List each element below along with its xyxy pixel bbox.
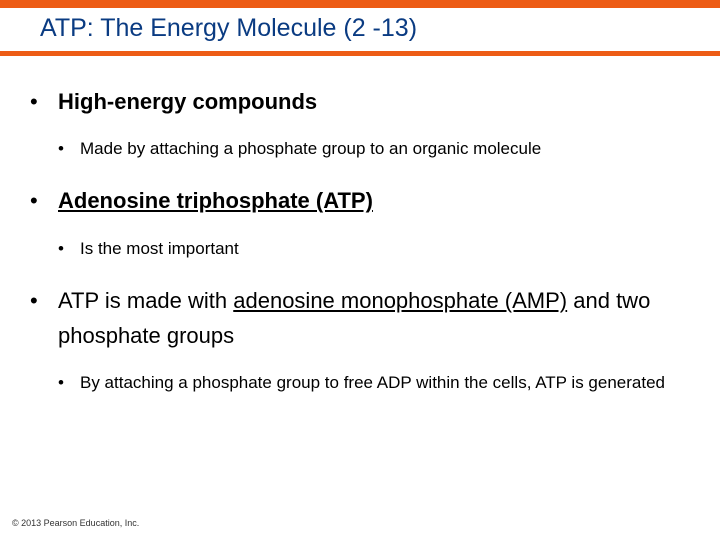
- bullet-item-l1: •High-energy compounds•Made by attaching…: [30, 84, 690, 165]
- bullet-marker-l2: •: [58, 233, 80, 265]
- bullet-item-l1: •ATP is made with adenosine monophosphat…: [30, 283, 690, 400]
- copyright-footer: © 2013 Pearson Education, Inc.: [12, 518, 139, 528]
- bullet-marker-l2: •: [58, 367, 80, 399]
- bullet-list-level2: •Made by attaching a phosphate group to …: [58, 133, 690, 165]
- bullet-text-l1: Adenosine triphosphate (ATP): [58, 183, 373, 218]
- bullet-marker-l1: •: [30, 84, 58, 119]
- bullet-item-l2: •Made by attaching a phosphate group to …: [58, 133, 690, 165]
- bullet-text-l1: ATP is made with adenosine monophosphate…: [58, 283, 690, 353]
- top-accent-bar: [0, 0, 720, 8]
- bullet-marker-l1: •: [30, 183, 58, 218]
- slide-content: •High-energy compounds•Made by attaching…: [0, 56, 720, 400]
- bullet-marker-l1: •: [30, 283, 58, 318]
- bullet-row-l1: •High-energy compounds: [30, 84, 690, 119]
- bullet-row-l2: •By attaching a phosphate group to free …: [58, 367, 690, 399]
- bullet-list-level2: •Is the most important: [58, 233, 690, 265]
- bullet-item-l2: •Is the most important: [58, 233, 690, 265]
- bullet-item-l2: •By attaching a phosphate group to free …: [58, 367, 690, 399]
- text-segment: ATP is made with: [58, 288, 233, 313]
- bullet-text-l2: By attaching a phosphate group to free A…: [80, 367, 665, 399]
- text-segment: adenosine monophosphate (AMP): [233, 288, 567, 313]
- bullet-row-l1: •Adenosine triphosphate (ATP): [30, 183, 690, 218]
- bullet-item-l1: •Adenosine triphosphate (ATP)•Is the mos…: [30, 183, 690, 264]
- bullet-row-l2: •Is the most important: [58, 233, 690, 265]
- bullet-text-l2: Made by attaching a phosphate group to a…: [80, 133, 541, 165]
- bullet-marker-l2: •: [58, 133, 80, 165]
- slide-title: ATP: The Energy Molecule (2 -13): [40, 14, 720, 43]
- bullet-list-level1: •High-energy compounds•Made by attaching…: [30, 84, 690, 400]
- bullet-row-l1: •ATP is made with adenosine monophosphat…: [30, 283, 690, 353]
- bullet-list-level2: •By attaching a phosphate group to free …: [58, 367, 690, 399]
- text-segment: High-energy compounds: [58, 89, 317, 114]
- title-area: ATP: The Energy Molecule (2 -13): [0, 8, 720, 47]
- text-segment: Adenosine triphosphate (ATP): [58, 188, 373, 213]
- bullet-text-l2: Is the most important: [80, 233, 239, 265]
- bullet-text-l1: High-energy compounds: [58, 84, 317, 119]
- bullet-row-l2: •Made by attaching a phosphate group to …: [58, 133, 690, 165]
